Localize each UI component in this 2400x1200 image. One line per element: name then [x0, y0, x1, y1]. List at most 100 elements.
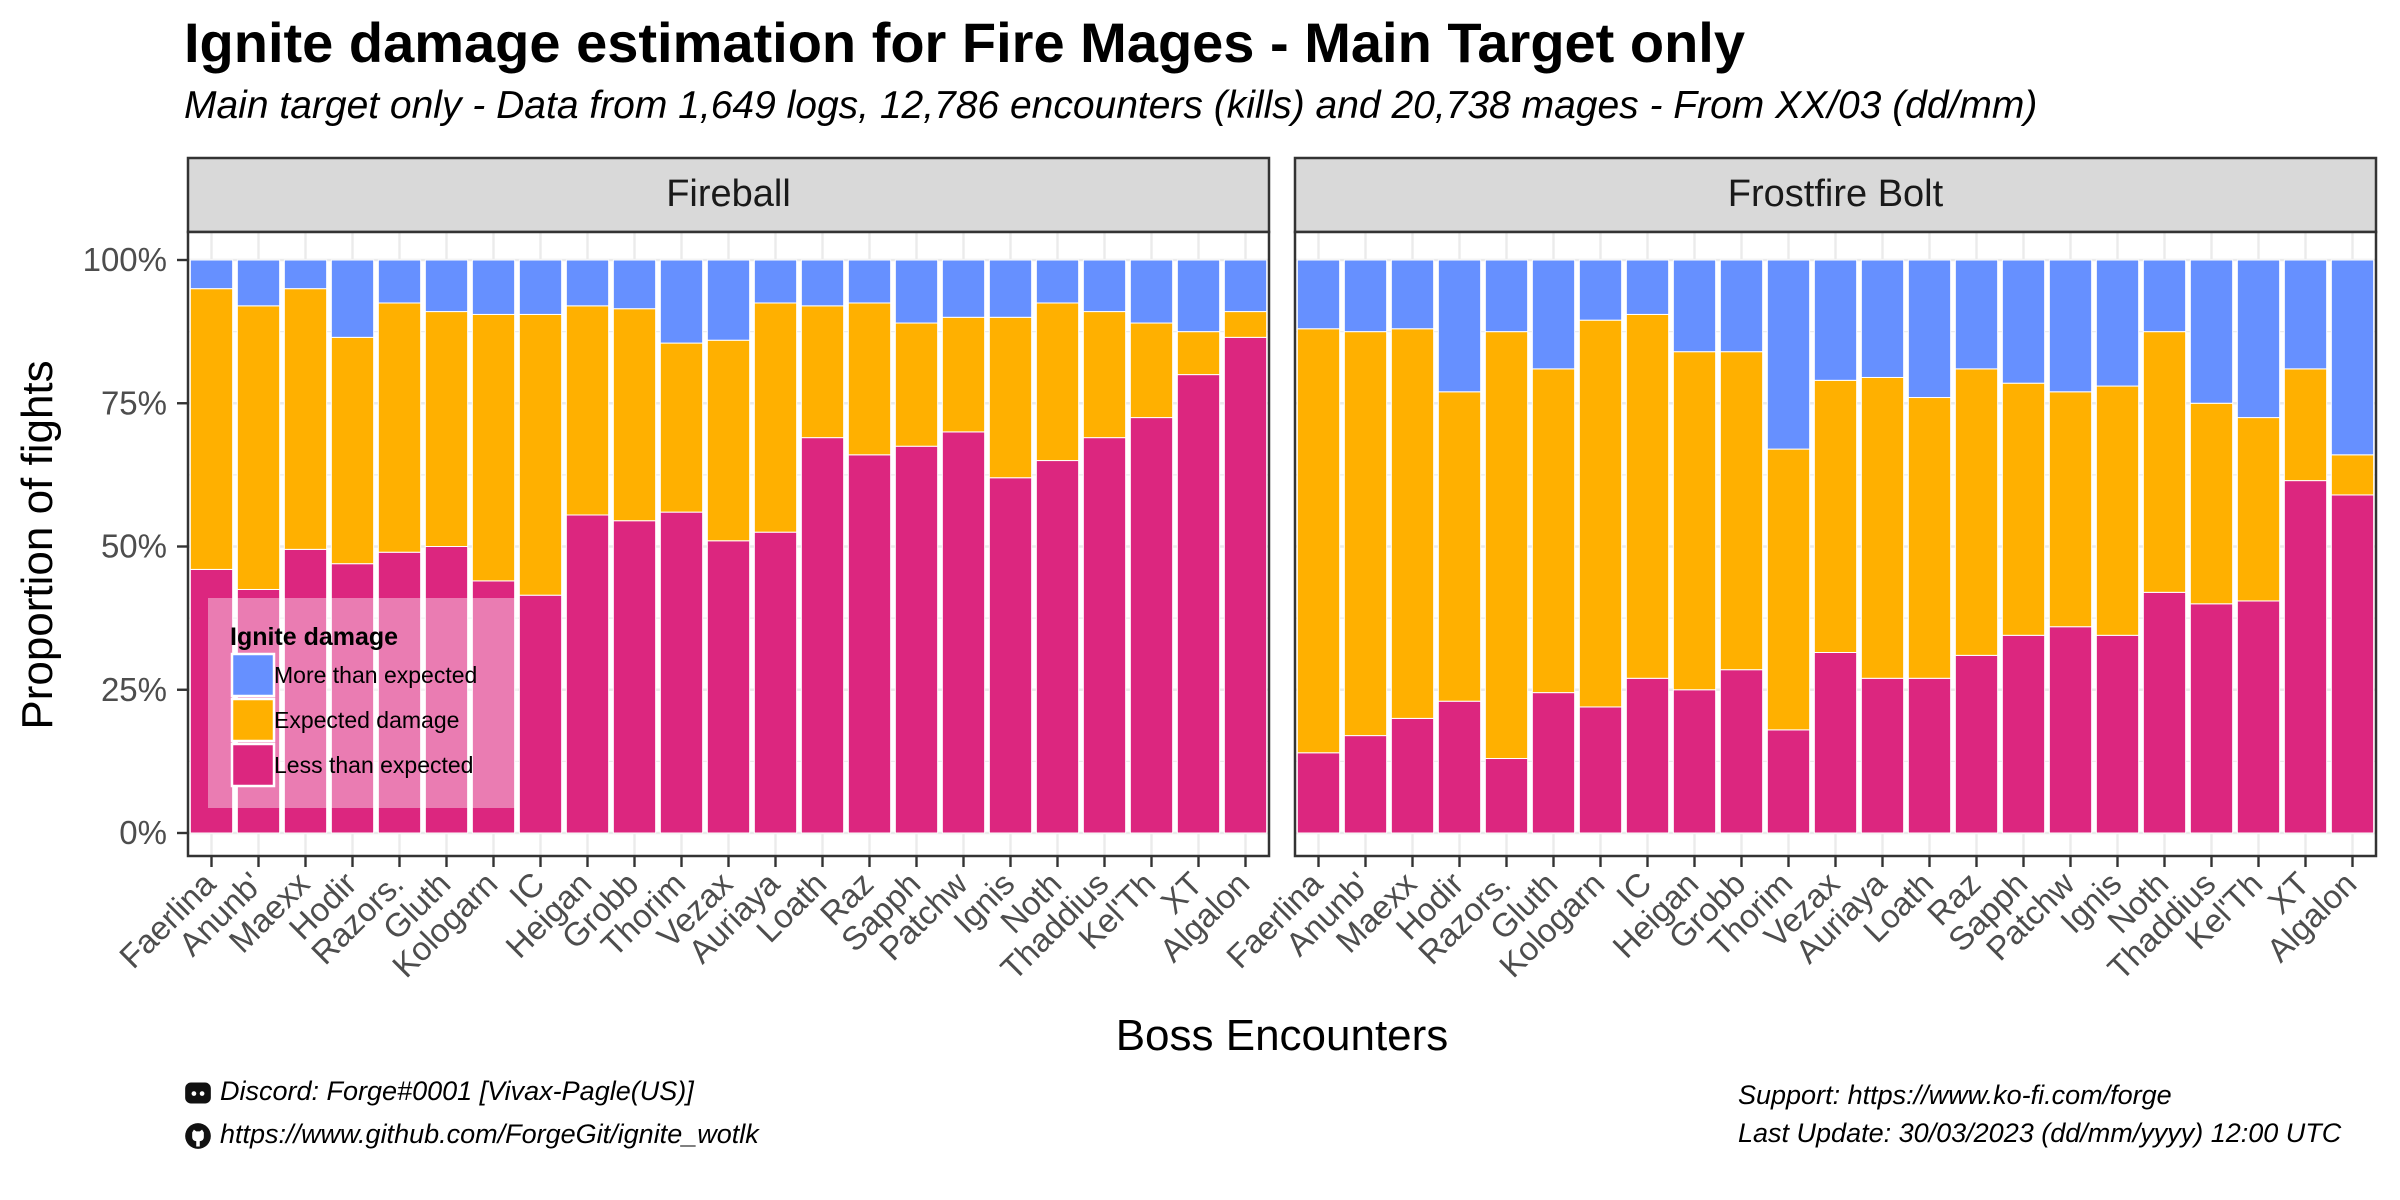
bar-segment — [1296, 259, 1341, 330]
x-axis-title: Boss Encounters — [1116, 1011, 1449, 1060]
facet-panel-0: FireballFaerlinaAnunb'MaexxHodirRazors.G… — [112, 156, 1271, 987]
bar-segment — [1766, 448, 1811, 731]
bar-segment — [659, 511, 704, 834]
bar-segment — [1484, 331, 1529, 760]
bar-segment — [706, 259, 751, 341]
bar-segment — [236, 305, 281, 590]
bar-segment — [1223, 259, 1268, 313]
bar-segment — [1672, 351, 1717, 691]
bar-segment — [1907, 677, 1952, 834]
bar-segment — [424, 546, 469, 834]
bar-segment — [1719, 351, 1764, 671]
bar-segment — [189, 259, 234, 290]
bar-segment — [565, 514, 610, 834]
bar-segment — [1907, 259, 1952, 399]
bar-segment — [1578, 706, 1623, 834]
bar-segment — [941, 316, 986, 433]
bar-segment — [1860, 677, 1905, 834]
bar-segment — [2189, 402, 2234, 605]
bar-segment — [612, 308, 657, 522]
bar-segment — [1129, 322, 1174, 419]
bar-segment — [2189, 603, 2234, 834]
discord-text: Discord: Forge#0001 [Vivax-Pagle(US)] — [220, 1076, 694, 1106]
bar-segment — [189, 568, 234, 834]
bar-segment — [2142, 331, 2187, 593]
y-tick-label: 100% — [83, 241, 167, 278]
github-icon — [185, 1123, 211, 1149]
facet-label: Fireball — [666, 173, 791, 215]
bar-segment — [1176, 331, 1221, 376]
bar-segment — [753, 531, 798, 834]
bar-segment — [1813, 652, 1858, 834]
bar-segment — [1531, 368, 1576, 694]
bar-segment — [2048, 259, 2093, 393]
bar-segment — [2142, 259, 2187, 333]
bar-segment — [1437, 700, 1482, 834]
y-tick-label: 0% — [119, 814, 167, 851]
bar-segment — [518, 313, 563, 596]
bar-segment — [236, 259, 281, 307]
bar-segment — [2095, 259, 2140, 387]
bar-segment — [1223, 311, 1268, 338]
bar-segment — [1531, 692, 1576, 834]
bar-segment — [1625, 313, 1670, 679]
bar-segment — [1296, 752, 1341, 834]
bar-segment — [894, 322, 939, 447]
bar-segment — [1954, 654, 1999, 834]
bar-segment — [988, 259, 1033, 318]
bar-segment — [1343, 259, 1388, 333]
bar-segment — [1813, 379, 1858, 654]
bar-segment — [894, 259, 939, 324]
bar-segment — [1578, 319, 1623, 708]
bar-segment — [1531, 259, 1576, 370]
bar-segment — [1719, 259, 1764, 353]
bar-segment — [283, 288, 328, 550]
bar-segment — [847, 259, 892, 304]
bar-segment — [847, 454, 892, 834]
footer-last-update: Last Update: 30/03/2023 (dd/mm/yyyy) 12:… — [1738, 1118, 2342, 1148]
bar-segment — [2142, 591, 2187, 834]
bar-segment — [2095, 634, 2140, 834]
bar-segment — [283, 259, 328, 290]
bar-segment — [330, 336, 375, 565]
bar-segment — [1813, 259, 1858, 381]
bar-segment — [518, 259, 563, 315]
bar-segment — [2283, 259, 2328, 370]
bar-segment — [2236, 600, 2281, 834]
bar-segment — [612, 520, 657, 834]
bar-segment — [1860, 259, 1905, 378]
bar-segment — [753, 259, 798, 304]
bar-segment — [2283, 480, 2328, 834]
legend-key — [230, 652, 276, 698]
bar-segment — [565, 259, 610, 307]
bar-segment — [471, 259, 516, 315]
bar-segment — [1437, 259, 1482, 393]
discord-icon — [185, 1082, 211, 1104]
legend-key — [230, 742, 276, 788]
bar-segment — [1035, 259, 1080, 304]
bar-segment — [330, 259, 375, 338]
bar-segment — [1296, 328, 1341, 754]
bar-segment — [2001, 382, 2046, 636]
bar-segment — [1129, 259, 1174, 324]
bar-segment — [2330, 454, 2375, 496]
legend-label: Less than expected — [274, 752, 473, 778]
bar-segment — [1766, 259, 1811, 450]
bar-segment — [1954, 368, 1999, 656]
bar-segment — [1343, 331, 1388, 737]
bar-segment — [1082, 311, 1127, 439]
bar-segment — [1766, 729, 1811, 834]
bar-segment — [1484, 758, 1529, 834]
bar-segment — [847, 302, 892, 456]
bar-segment — [1082, 437, 1127, 834]
facet-panel-1: Frostfire BoltFaerlinaAnunb'MaexxHodirRa… — [1219, 156, 2378, 987]
bar-segment — [1625, 677, 1670, 834]
bar-segment — [377, 259, 422, 304]
bar-segment — [1082, 259, 1127, 313]
bar-segment — [1484, 259, 1529, 333]
bar-segment — [1672, 259, 1717, 353]
bar-segment — [471, 313, 516, 582]
bar-segment — [1390, 717, 1435, 834]
bar-segment — [941, 431, 986, 834]
